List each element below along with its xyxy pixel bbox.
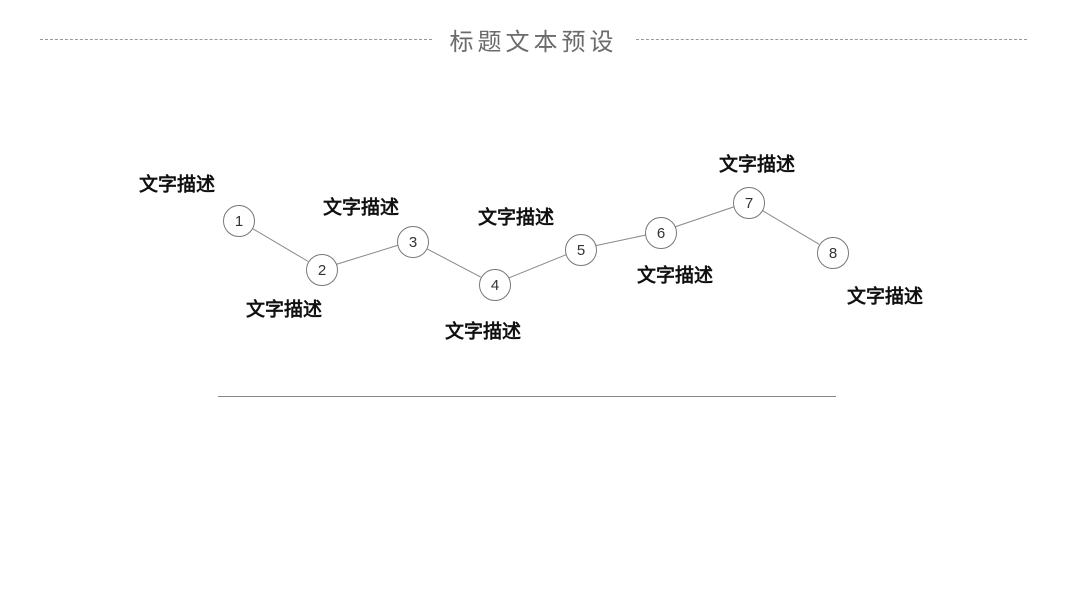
node-label: 文字描述	[246, 295, 322, 322]
node-label: 文字描述	[719, 150, 795, 177]
node-number: 6	[657, 225, 665, 242]
timeline-node: 4	[479, 269, 511, 301]
connector-line	[251, 228, 308, 262]
node-number: 7	[745, 195, 753, 212]
node-label: 文字描述	[847, 282, 923, 309]
node-label: 文字描述	[637, 261, 713, 288]
timeline-node: 3	[397, 226, 429, 258]
connector-line	[674, 207, 734, 227]
node-label: 文字描述	[445, 317, 521, 344]
node-number: 8	[829, 245, 837, 262]
baseline	[218, 396, 836, 397]
timeline-node: 5	[565, 234, 597, 266]
node-number: 5	[577, 242, 585, 259]
timeline-node: 2	[306, 254, 338, 286]
node-label: 文字描述	[323, 193, 399, 220]
node-number: 2	[318, 262, 326, 279]
node-number: 4	[491, 277, 499, 294]
connector-line	[425, 248, 480, 277]
connector-line	[761, 210, 819, 245]
timeline-node: 7	[733, 187, 765, 219]
timeline-node: 8	[817, 237, 849, 269]
node-number: 3	[409, 234, 417, 251]
connector-line	[508, 255, 566, 279]
node-label: 文字描述	[139, 170, 215, 197]
timeline-node: 1	[223, 205, 255, 237]
connector-line	[335, 245, 397, 264]
node-label: 文字描述	[478, 203, 554, 230]
timeline-node: 6	[645, 217, 677, 249]
connector-line	[595, 235, 646, 246]
node-number: 1	[235, 213, 243, 230]
